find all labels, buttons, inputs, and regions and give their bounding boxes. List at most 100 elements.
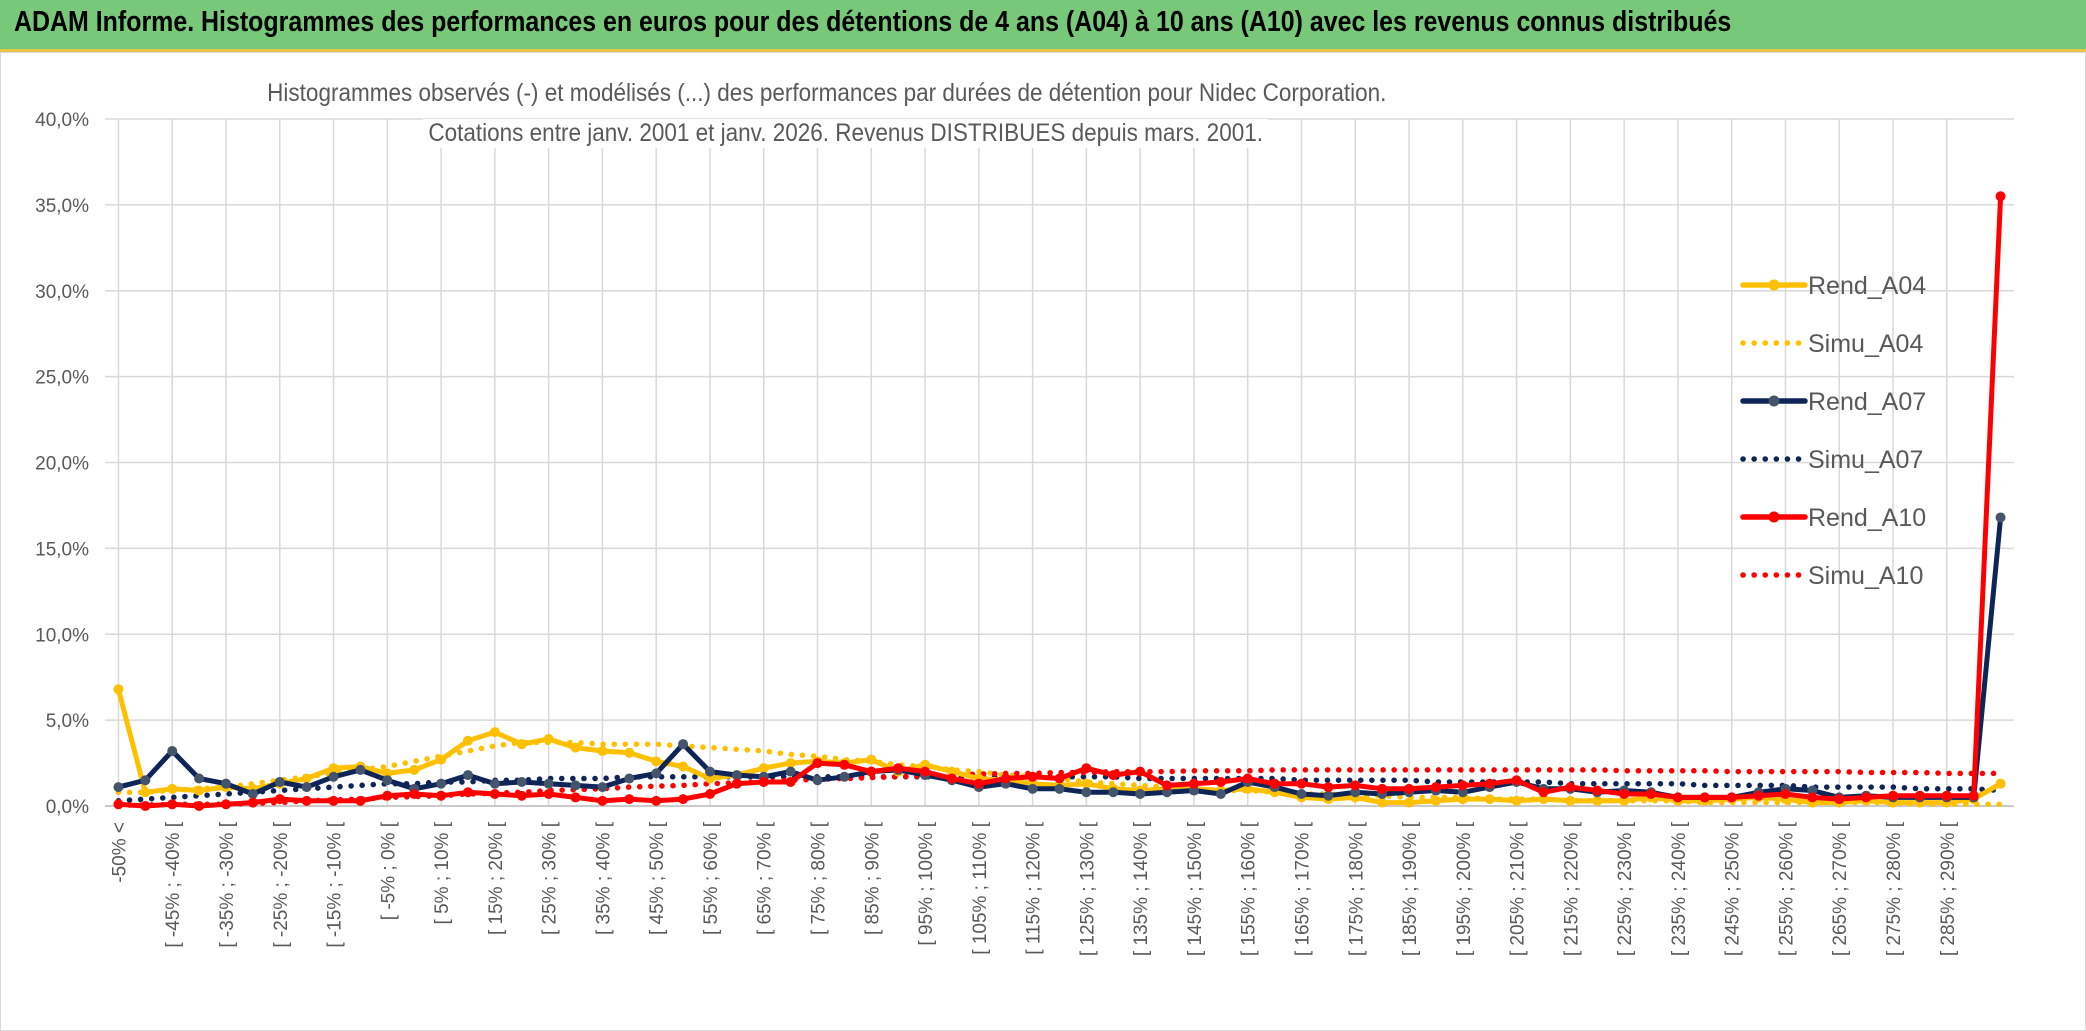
point-rend-a10: [409, 788, 420, 799]
x-tick-label: [ 25% ; 30% [: [540, 821, 561, 935]
point-rend-a07: [113, 782, 124, 793]
x-tick-label: [ 165% ; 170% [: [1292, 821, 1313, 956]
x-tick-label: [ 265% ; 270% [: [1830, 821, 1851, 956]
point-rend-a10: [570, 792, 581, 803]
x-tick-label: [ -35% ; -30% [: [217, 821, 238, 947]
point-rend-a07: [1027, 783, 1038, 794]
point-rend-a10: [920, 766, 931, 777]
point-rend-a04: [1565, 795, 1576, 806]
point-rend-a10: [946, 773, 957, 784]
point-rend-a10: [328, 795, 339, 806]
point-rend-a10: [812, 758, 823, 769]
point-rend-a10: [624, 794, 635, 805]
point-rend-a04: [1592, 795, 1603, 806]
point-rend-a07: [624, 773, 635, 784]
point-rend-a10: [1484, 778, 1495, 789]
legend-label-simu-a07: Simu_A07: [1808, 446, 1923, 474]
point-rend-a07: [1054, 783, 1065, 794]
series-line-rend-a07: [115, 515, 2004, 800]
x-axis: -50% < [ -45% ; -40% [[ -35% ; -30% [[ -2…: [105, 805, 2014, 956]
point-rend-a10: [1914, 790, 1925, 801]
point-rend-a04: [597, 746, 608, 757]
chart-title-line1: Histogrammes observés (-) et modélisés (…: [261, 79, 1392, 108]
point-rend-a04: [462, 735, 473, 746]
x-tick-label: -50% <: [109, 822, 130, 883]
x-tick-label: [ 105% ; 110% [: [970, 821, 991, 954]
point-rend-a04: [785, 758, 796, 769]
point-rend-a10: [1269, 778, 1280, 789]
point-rend-a07: [194, 773, 205, 784]
legend-marker-rend-a04: [1768, 279, 1780, 291]
legend-label-simu-a04: Simu_A04: [1808, 330, 1923, 358]
point-rend-a10: [678, 794, 689, 805]
y-tick-label: 35,0%: [35, 196, 89, 217]
point-rend-a10: [167, 799, 178, 810]
point-rend-a10: [1699, 792, 1710, 803]
point-rend-a10: [731, 778, 742, 789]
point-rend-a10: [1242, 773, 1253, 784]
x-tick-label: [ 185% ; 190% [: [1400, 821, 1421, 956]
point-rend-a10: [1511, 775, 1522, 786]
point-rend-a07: [1323, 790, 1334, 801]
point-rend-a04: [704, 773, 715, 784]
point-rend-a10: [1027, 771, 1038, 782]
x-tick-label: [ 75% ; 80% [: [809, 821, 830, 935]
point-rend-a07: [220, 778, 231, 789]
x-tick-label: [ 85% ; 90% [: [862, 821, 883, 935]
y-tick-label: 15,0%: [35, 539, 89, 560]
point-rend-a04: [1081, 778, 1092, 789]
point-rend-a10: [839, 759, 850, 770]
x-tick-label: [ 65% ; 70% [: [755, 821, 776, 935]
point-rend-a04: [920, 759, 931, 770]
x-tick-label: [ 15% ; 20% [: [486, 821, 507, 935]
point-rend-a07: [1108, 787, 1119, 798]
y-tick-label: 30,0%: [35, 282, 89, 303]
x-tick-label: [ 255% ; 260% [: [1776, 821, 1797, 956]
x-tick-label: [ 155% ; 160% [: [1239, 821, 1260, 956]
point-rend-a10: [1054, 773, 1065, 784]
point-rend-a04: [1619, 795, 1630, 806]
point-rend-a10: [194, 801, 205, 811]
point-rend-a10: [1941, 790, 1952, 801]
point-rend-a07: [785, 766, 796, 777]
point-rend-a10: [1565, 782, 1576, 793]
point-rend-a10: [113, 799, 124, 810]
point-rend-a07: [1162, 787, 1173, 798]
x-tick-label: [ 215% ; 220% [: [1561, 821, 1582, 956]
point-rend-a07: [704, 766, 715, 777]
y-tick-label: 40,0%: [35, 110, 89, 131]
x-tick-label: [ -45% ; -40% [: [163, 821, 184, 947]
point-rend-a07: [355, 764, 366, 775]
grid: [105, 118, 2014, 807]
point-rend-a04: [409, 764, 420, 775]
point-rend-a10: [436, 790, 447, 801]
point-rend-a10: [1296, 778, 1307, 789]
point-rend-a10: [1377, 783, 1388, 794]
point-rend-a07: [489, 778, 500, 789]
point-rend-a04: [167, 783, 178, 794]
point-rend-a04: [651, 756, 662, 767]
point-rend-a07: [1135, 788, 1146, 799]
point-rend-a10: [489, 788, 500, 799]
point-rend-a04: [946, 766, 957, 777]
point-rend-a04: [489, 727, 500, 738]
point-rend-a07: [651, 768, 662, 779]
point-rend-a07: [328, 771, 339, 782]
point-rend-a07: [1081, 787, 1092, 798]
point-rend-a07: [731, 770, 742, 781]
chart-frame: 0,0% 5,0% 10,0% 15,0% 20,0% 25,0% 30,0% 35,0% 40…: [0, 52, 2086, 1031]
title-bar: ADAM Informe. Histogrammes des performan…: [0, 0, 2086, 52]
x-tick-label: [ 115% ; 120% [: [1024, 821, 1045, 954]
point-rend-a10: [704, 788, 715, 799]
point-rend-a10: [597, 795, 608, 806]
point-rend-a07: [839, 771, 850, 782]
legend-label-rend-a04: Rend_A04: [1808, 272, 1926, 300]
x-tick-label: [ -5% ; 0% [: [378, 821, 399, 920]
series-line-rend-a10: [115, 193, 2004, 809]
legend-label-rend-a10: Rend_A10: [1808, 504, 1926, 532]
point-rend-a04: [382, 768, 393, 779]
x-tick-label: [ 225% ; 230% [: [1615, 821, 1636, 956]
point-rend-a10: [1538, 787, 1549, 798]
point-rend-a04: [1242, 783, 1253, 794]
point-rend-a10: [140, 801, 151, 811]
